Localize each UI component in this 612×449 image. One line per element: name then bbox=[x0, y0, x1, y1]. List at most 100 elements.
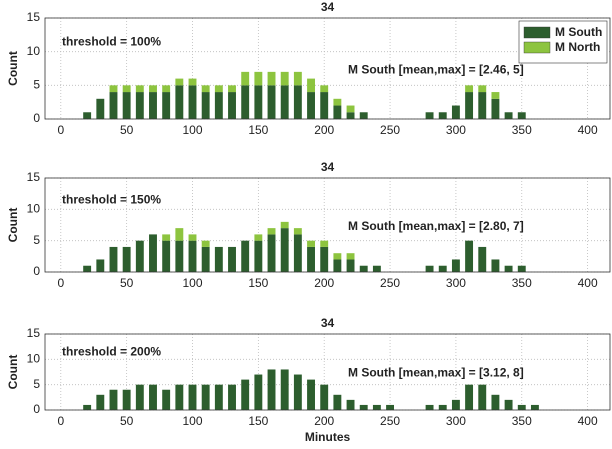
bar bbox=[188, 384, 197, 410]
bar bbox=[307, 92, 315, 119]
chart-title: 34 bbox=[321, 0, 335, 14]
x-tick-label: 250 bbox=[380, 414, 400, 428]
x-tick-label: 150 bbox=[248, 414, 268, 428]
bar bbox=[425, 265, 434, 272]
x-tick-label: 100 bbox=[182, 123, 202, 137]
bar bbox=[320, 92, 329, 119]
bar bbox=[346, 112, 355, 119]
bar bbox=[280, 71, 289, 86]
y-axis-label: Count bbox=[6, 51, 20, 86]
x-tick-label: 300 bbox=[446, 276, 466, 290]
x-tick-label: 400 bbox=[578, 414, 598, 428]
bar bbox=[122, 85, 131, 93]
x-tick-label: 100 bbox=[182, 414, 202, 428]
bar bbox=[214, 85, 223, 93]
bar bbox=[109, 389, 118, 410]
axes-box bbox=[44, 17, 611, 120]
annotation: threshold = 100% bbox=[62, 34, 161, 48]
bar bbox=[438, 265, 447, 272]
bar bbox=[83, 404, 92, 410]
bar bbox=[175, 228, 184, 241]
bar bbox=[122, 389, 131, 410]
bar bbox=[293, 374, 302, 410]
bar bbox=[465, 85, 474, 93]
bar bbox=[307, 379, 315, 410]
y-tick-label: 0 bbox=[33, 264, 40, 278]
bar bbox=[425, 404, 434, 410]
bar bbox=[201, 246, 210, 272]
bar bbox=[175, 384, 184, 410]
x-tick-label: 250 bbox=[380, 123, 400, 137]
bar bbox=[254, 71, 263, 86]
x-tick-label: 50 bbox=[120, 123, 134, 137]
bar bbox=[478, 384, 487, 410]
bar bbox=[188, 240, 197, 272]
bar bbox=[135, 240, 144, 272]
x-tick-label: 350 bbox=[512, 414, 532, 428]
bar bbox=[162, 92, 171, 119]
bar bbox=[504, 265, 513, 272]
bar bbox=[372, 265, 381, 272]
bar bbox=[241, 85, 250, 119]
bar bbox=[359, 265, 368, 272]
bar bbox=[109, 85, 118, 93]
chart-title: 34 bbox=[321, 316, 335, 330]
bar bbox=[214, 246, 223, 272]
y-tick-label: 5 bbox=[33, 377, 40, 391]
bar bbox=[425, 112, 434, 119]
bar bbox=[241, 240, 250, 272]
bar bbox=[214, 384, 223, 410]
x-tick-label: 250 bbox=[380, 276, 400, 290]
bar bbox=[122, 92, 131, 119]
bar bbox=[149, 92, 157, 119]
bar bbox=[83, 265, 92, 272]
bar bbox=[162, 240, 171, 272]
bar bbox=[280, 369, 289, 410]
bar bbox=[280, 228, 289, 272]
x-tick-label: 50 bbox=[120, 276, 134, 290]
x-tick-label: 200 bbox=[314, 414, 334, 428]
bar bbox=[438, 404, 447, 410]
bar bbox=[254, 374, 263, 410]
bar bbox=[214, 92, 223, 119]
y-tick-label: 10 bbox=[27, 202, 41, 216]
x-tick-label: 300 bbox=[446, 123, 466, 137]
bar bbox=[228, 92, 236, 119]
bar bbox=[175, 85, 184, 119]
x-axis-label: Minutes bbox=[305, 430, 351, 444]
chart-title: 34 bbox=[321, 160, 335, 174]
x-tick-label: 200 bbox=[314, 276, 334, 290]
bar bbox=[149, 85, 157, 93]
stats-label: M South [mean,max] = [2.80, 7] bbox=[348, 219, 524, 233]
x-tick-label: 200 bbox=[314, 123, 334, 137]
y-tick-label: 15 bbox=[27, 170, 41, 184]
bar bbox=[267, 228, 276, 235]
bar bbox=[320, 384, 329, 410]
bar bbox=[135, 85, 144, 93]
bar bbox=[517, 265, 526, 272]
y-tick-label: 0 bbox=[33, 402, 40, 416]
bar bbox=[293, 228, 302, 235]
bar bbox=[465, 384, 474, 410]
bar bbox=[386, 404, 395, 410]
bar bbox=[135, 92, 144, 119]
bar bbox=[96, 259, 105, 272]
bar bbox=[135, 384, 144, 410]
bar bbox=[346, 105, 355, 113]
annotation: threshold = 200% bbox=[62, 344, 161, 358]
bar bbox=[320, 246, 329, 272]
y-tick-label: 15 bbox=[27, 326, 41, 340]
bar bbox=[293, 85, 302, 119]
bar bbox=[438, 112, 447, 119]
bar bbox=[96, 98, 105, 119]
bar bbox=[201, 240, 210, 247]
x-tick-label: 150 bbox=[248, 276, 268, 290]
x-tick-label: 300 bbox=[446, 414, 466, 428]
legend-label: M North bbox=[555, 40, 600, 54]
bar bbox=[201, 92, 210, 119]
bar bbox=[188, 85, 197, 119]
bar bbox=[228, 384, 236, 410]
bar bbox=[491, 259, 500, 272]
x-tick-label: 100 bbox=[182, 276, 202, 290]
